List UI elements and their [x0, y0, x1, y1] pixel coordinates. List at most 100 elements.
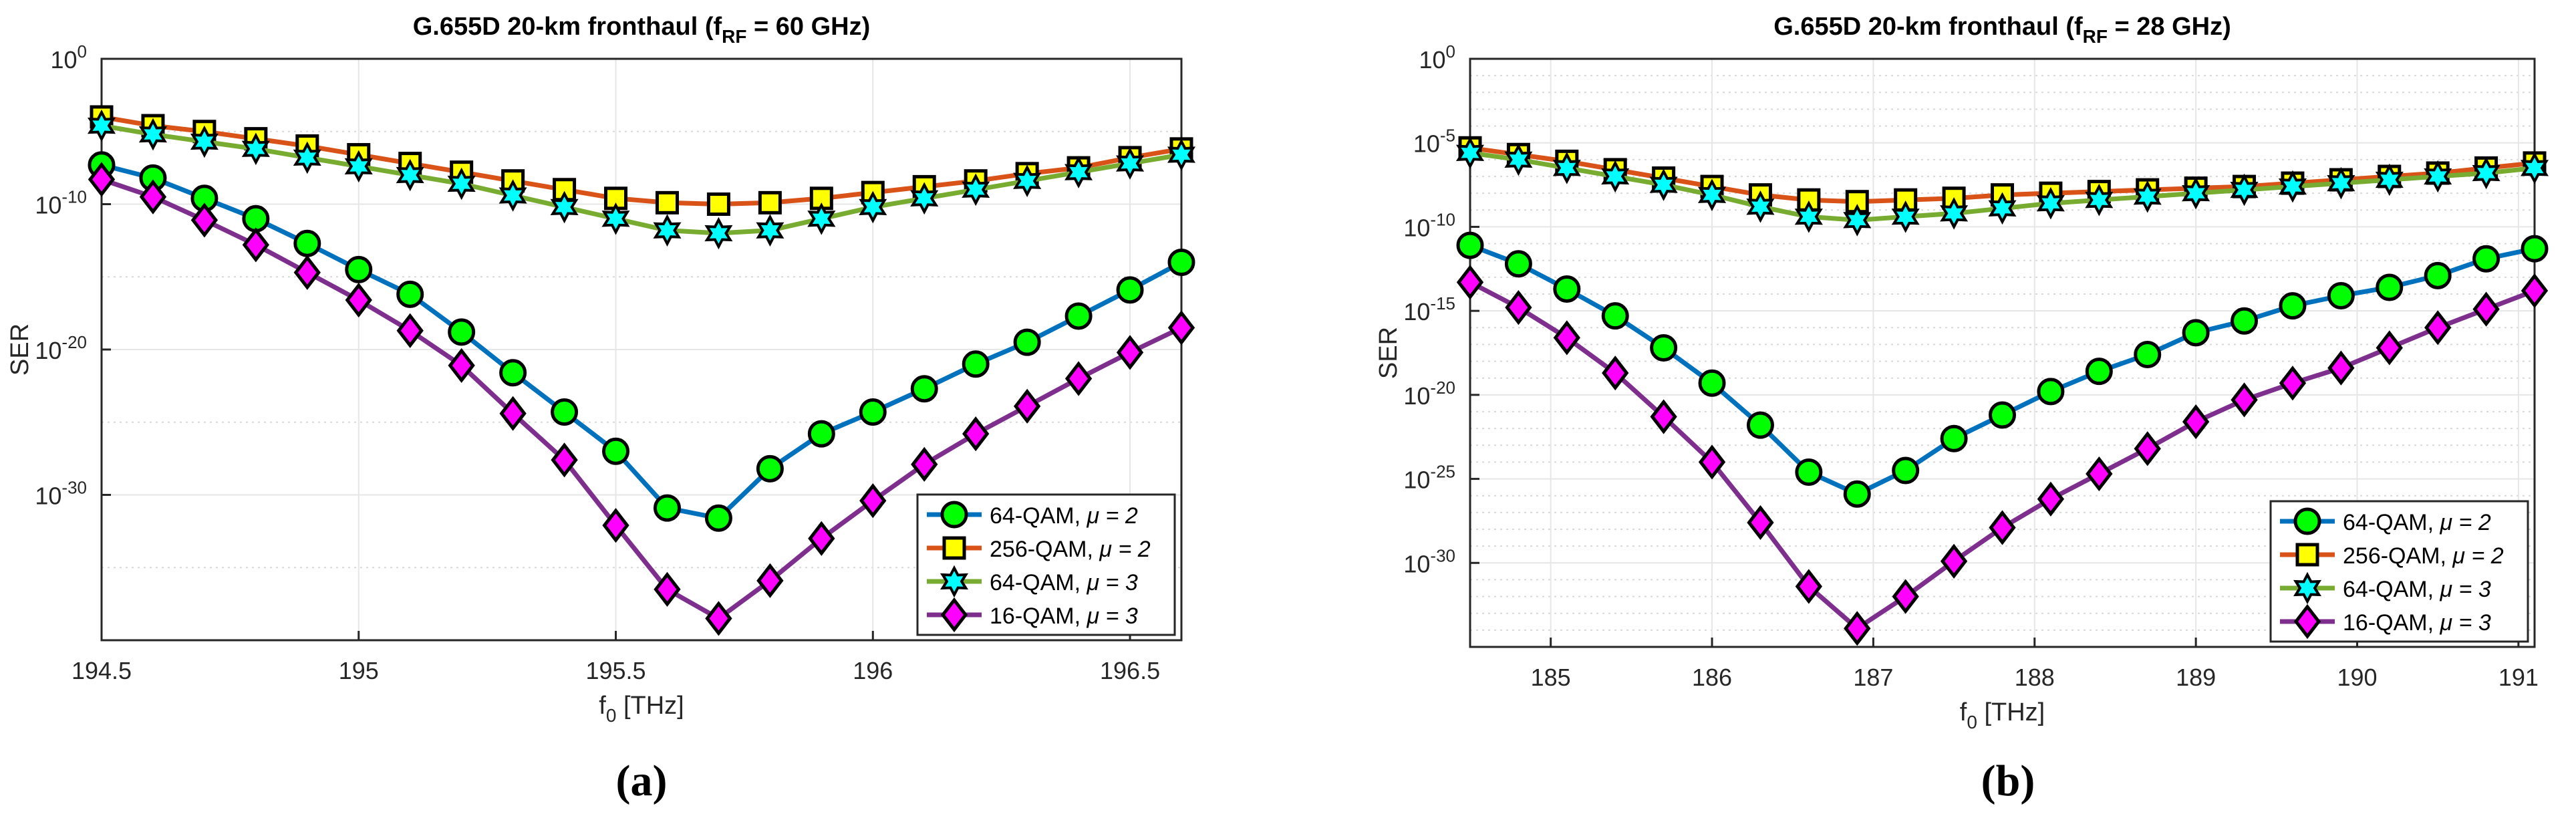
- data-point: [859, 398, 887, 426]
- y-tick-label: 10-25: [1403, 462, 1455, 494]
- y-tick-base: 10: [50, 46, 77, 74]
- y-tick-base: 10: [35, 192, 61, 219]
- title-subscript: RF: [722, 26, 746, 47]
- x-tick-label: 189: [2176, 664, 2216, 691]
- data-point: [706, 192, 730, 216]
- y-tick-label: 10-5: [1413, 126, 1455, 158]
- data-point: [758, 190, 782, 215]
- series-line: [100, 177, 1183, 621]
- data-point: [2231, 382, 2258, 418]
- legend-entry-1: 64-QAM, μ = 2: [2280, 507, 2491, 535]
- data-point: [1013, 328, 1041, 356]
- data-point: [1013, 388, 1041, 424]
- series-line: [101, 162, 1183, 521]
- data-point: [242, 204, 270, 233]
- legend-label: 256-QAM, μ = 2: [990, 537, 1151, 562]
- y-tick-exponent: -10: [61, 187, 87, 207]
- legend-label: 16-QAM, μ = 3: [990, 603, 1138, 629]
- data-point: [551, 398, 579, 426]
- data-point: [1891, 200, 1920, 233]
- x-tick-label: 186: [1692, 664, 1732, 691]
- data-point: [910, 182, 939, 215]
- xlabel-suffix: [THz]: [1977, 698, 2045, 726]
- x-tick-label: 185: [1531, 664, 1571, 691]
- title-prefix: G.655D 20-km fronthaul (f: [413, 13, 722, 41]
- data-point: [807, 202, 836, 235]
- x-tick-label: 188: [2015, 664, 2055, 691]
- legend-entry-4: 16-QAM, μ = 3: [927, 597, 1138, 633]
- data-point: [344, 150, 373, 183]
- chart-panel-b: 185 186 187 188 189 190 19110010-510-1010-1510…: [1375, 13, 2549, 805]
- legend-mu: μ = 3: [1086, 570, 1137, 595]
- data-point: [962, 416, 990, 452]
- y-tick-exponent: 0: [1446, 41, 1455, 61]
- data-point: [190, 125, 219, 158]
- data-point: [138, 118, 168, 151]
- y-axis-label: SER: [6, 323, 34, 376]
- data-point: [1116, 335, 1144, 370]
- data-point: [1167, 310, 1195, 346]
- data-point: [1747, 505, 1774, 541]
- data-point: [1504, 143, 1533, 176]
- data-point: [1456, 265, 1484, 300]
- data-point: [1989, 510, 2016, 545]
- data-point: [2086, 456, 2113, 492]
- legend-mu: μ = 3: [2439, 577, 2490, 602]
- y-tick-base: 10: [1403, 466, 1430, 494]
- x-tick-label: 195.5: [585, 657, 646, 684]
- legend-series-name: 16-QAM,: [990, 603, 1087, 629]
- data-point: [2376, 273, 2404, 301]
- x-tick-label: 191: [2498, 664, 2539, 691]
- data-point: [911, 446, 938, 482]
- y-tick-exponent: 0: [78, 41, 87, 61]
- data-point: [139, 179, 167, 215]
- data-point: [2279, 292, 2307, 320]
- data-point: [1064, 361, 1093, 396]
- data-point: [1698, 369, 1726, 397]
- data-point: [704, 504, 732, 532]
- panel-label: (b): [1981, 757, 2035, 805]
- data-point: [808, 521, 835, 556]
- data-point: [2424, 261, 2452, 289]
- data-point: [2472, 291, 2500, 327]
- data-point: [2278, 170, 2307, 203]
- y-tick-label: 10-15: [1403, 293, 1455, 325]
- data-point: [2182, 176, 2210, 210]
- data-point: [1892, 579, 1919, 614]
- y-tick-base: 10: [1419, 46, 1445, 74]
- data-point: [859, 190, 887, 224]
- series-3: [87, 109, 1196, 250]
- data-point: [756, 454, 784, 483]
- data-point: [2327, 350, 2355, 386]
- legend-mu: μ = 2: [1099, 537, 1150, 562]
- y-tick-label: 100: [1419, 41, 1455, 74]
- data-point: [1167, 138, 1196, 171]
- y-tick-exponent: -30: [61, 478, 87, 498]
- title-suffix: = 60 GHz): [746, 13, 870, 41]
- data-point: [1843, 480, 1871, 508]
- x-tick-label: 187: [1853, 664, 1893, 691]
- data-point: [2327, 166, 2355, 200]
- xlabel-suffix: [THz]: [616, 692, 684, 720]
- data-point: [499, 359, 527, 387]
- y-tick-label: 10-10: [35, 187, 87, 219]
- data-point: [1064, 302, 1093, 330]
- data-point: [653, 214, 682, 247]
- y-tick-base: 10: [1403, 382, 1430, 410]
- title-subscript: RF: [2083, 26, 2108, 47]
- y-tick-exponent: -15: [1430, 293, 1455, 313]
- data-point: [88, 162, 116, 197]
- legend-marker: [2293, 603, 2321, 640]
- x-tick-label: 194.5: [71, 657, 132, 684]
- data-point: [1892, 456, 1920, 485]
- data-point: [1505, 290, 1532, 325]
- y-tick-label: 10-20: [1403, 378, 1455, 410]
- data-point: [2134, 431, 2161, 466]
- data-point: [1843, 204, 1872, 237]
- legend-entry-3: 64-QAM, μ = 3: [927, 565, 1138, 598]
- x-tick-label: 190: [2337, 664, 2377, 691]
- series-1: [1456, 231, 2549, 508]
- xlabel-base: f: [1960, 698, 1967, 726]
- data-point: [2134, 341, 2162, 369]
- title-suffix: = 28 GHz): [2108, 13, 2231, 41]
